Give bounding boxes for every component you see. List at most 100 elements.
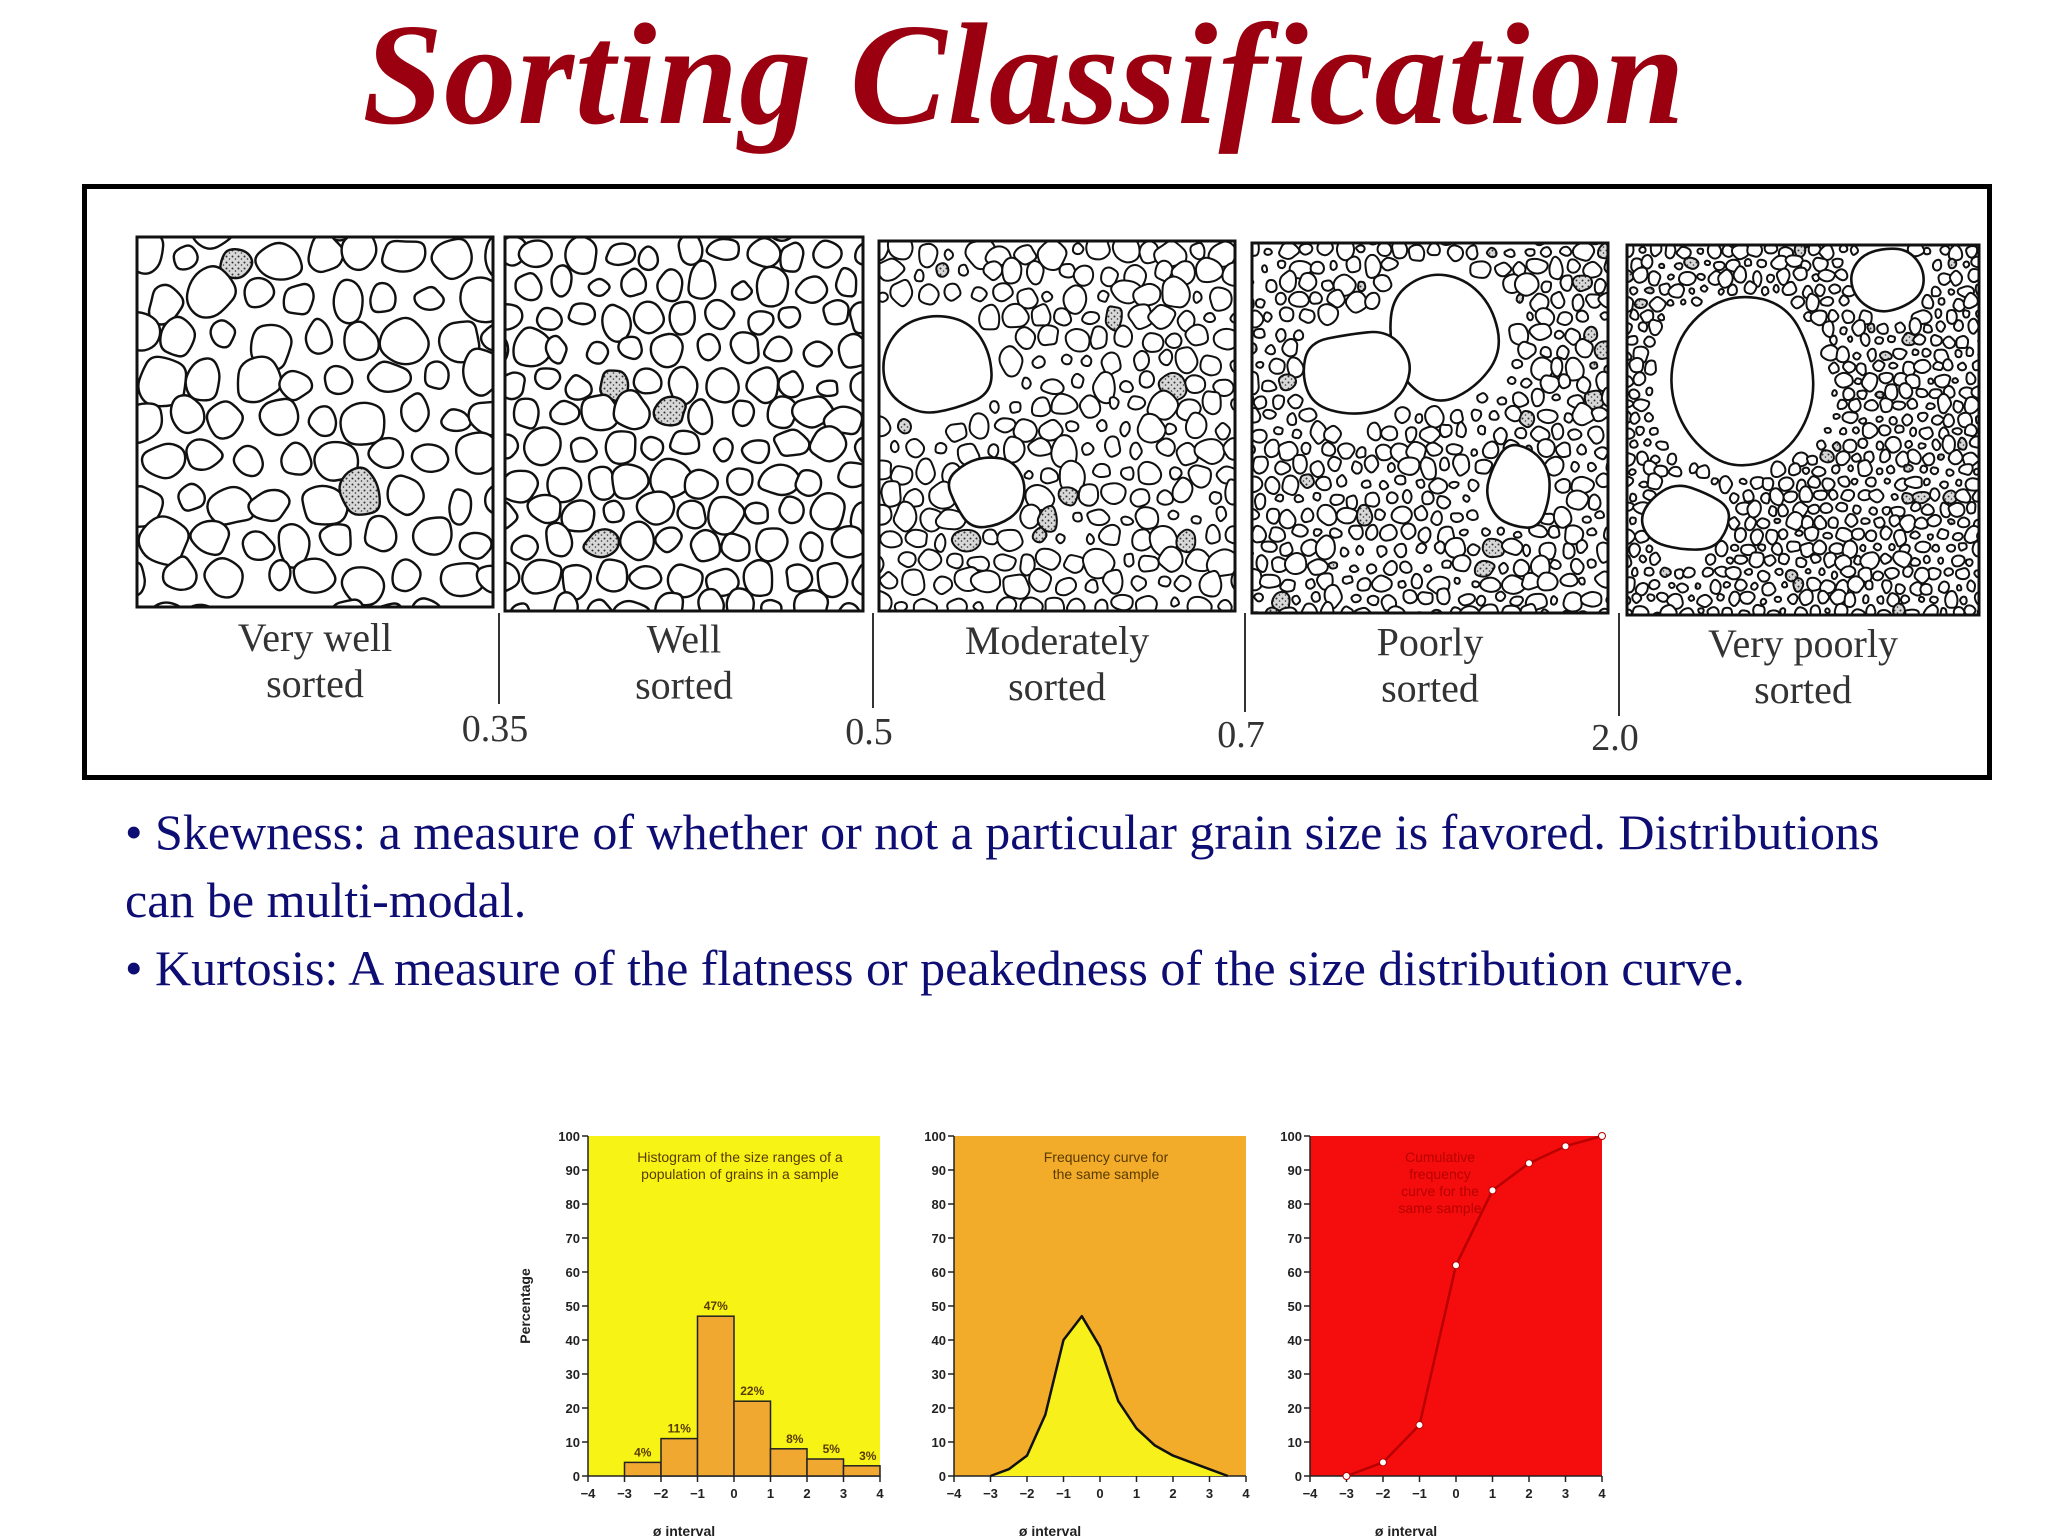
grain — [1137, 554, 1160, 573]
grain — [1205, 548, 1235, 578]
grain — [1053, 307, 1073, 327]
grain — [1839, 326, 1848, 336]
grain — [1268, 357, 1286, 375]
grain — [1536, 438, 1556, 458]
grain — [1525, 257, 1549, 275]
grain — [1385, 491, 1399, 505]
grain — [1593, 340, 1608, 360]
grain — [367, 436, 405, 469]
grain — [1925, 402, 1936, 411]
grain — [1881, 579, 1893, 595]
cumulative-point — [1379, 1458, 1387, 1467]
grain — [1790, 295, 1806, 310]
grain — [1716, 592, 1725, 602]
grain — [96, 204, 130, 241]
grain — [564, 374, 593, 401]
grain — [1057, 486, 1079, 507]
grain — [1884, 383, 1899, 402]
grain — [307, 405, 338, 438]
grain — [1050, 392, 1079, 415]
grain — [1173, 574, 1192, 593]
grain — [1512, 558, 1531, 578]
grain — [1517, 340, 1537, 360]
grain — [366, 360, 413, 394]
grain — [1727, 230, 1739, 242]
grain — [1312, 491, 1322, 502]
grain — [1743, 280, 1758, 295]
grain — [479, 323, 493, 352]
grain — [1697, 607, 1705, 615]
grain — [1983, 324, 1987, 336]
grain — [1224, 478, 1235, 506]
grain — [982, 260, 1004, 282]
grain — [517, 239, 553, 269]
grain — [809, 491, 846, 531]
grain — [1170, 596, 1180, 608]
grain — [1433, 540, 1446, 555]
grain — [959, 216, 972, 234]
grain — [1811, 465, 1827, 478]
grain — [1309, 460, 1325, 478]
grain — [1965, 371, 1977, 386]
grain — [840, 204, 867, 230]
grain — [521, 558, 563, 595]
y-tick-label: 40 — [1288, 1333, 1302, 1348]
grain — [1877, 424, 1892, 437]
grain — [1503, 248, 1516, 258]
grain — [466, 616, 493, 639]
grain — [1001, 256, 1023, 285]
grain — [505, 561, 521, 593]
grain — [1445, 443, 1464, 456]
grain — [1554, 441, 1572, 459]
grain — [912, 598, 938, 611]
y-tick-label: 50 — [566, 1299, 580, 1314]
grain — [552, 591, 579, 611]
grain — [1667, 283, 1686, 299]
bar-data-label: 3% — [859, 1449, 877, 1463]
grain — [1899, 594, 1911, 605]
grain — [1817, 268, 1836, 283]
grain — [1627, 287, 1628, 295]
grain — [205, 400, 244, 440]
grain — [1286, 412, 1298, 426]
cumulative-point — [1598, 1132, 1606, 1140]
grain — [1235, 424, 1247, 439]
grain — [1760, 491, 1771, 505]
grain — [1627, 321, 1633, 336]
grain — [1129, 441, 1143, 461]
grain — [549, 399, 581, 426]
grain — [1733, 554, 1749, 565]
grain — [1528, 524, 1549, 539]
grain — [889, 278, 914, 308]
grain — [1945, 309, 1958, 325]
grain — [1261, 379, 1278, 393]
grain — [879, 530, 903, 549]
grain — [935, 262, 950, 278]
grain — [1157, 545, 1184, 573]
grain — [1158, 226, 1168, 235]
grain — [1937, 556, 1945, 565]
chart-title: Histogram of the size ranges of a populat… — [637, 1149, 843, 1182]
grain — [1175, 441, 1199, 467]
grain — [666, 563, 704, 599]
grain — [1759, 597, 1768, 606]
grain — [1586, 527, 1598, 537]
grain — [1643, 335, 1656, 348]
cumulative-curve — [1346, 1134, 1603, 1478]
grain — [1252, 524, 1267, 544]
grain — [510, 534, 540, 561]
grain — [632, 300, 666, 335]
grain — [1952, 399, 1965, 414]
grain — [1813, 514, 1828, 531]
grain — [1054, 576, 1078, 597]
grain — [1539, 374, 1561, 394]
x-tick-label: −2 — [654, 1486, 669, 1501]
grain — [1733, 527, 1748, 544]
grain — [1547, 524, 1561, 539]
grain — [1785, 510, 1805, 531]
grain — [1828, 334, 1838, 346]
grain — [1777, 552, 1791, 566]
grain — [1627, 475, 1635, 487]
grain — [1770, 460, 1787, 479]
grain — [1962, 309, 1971, 319]
